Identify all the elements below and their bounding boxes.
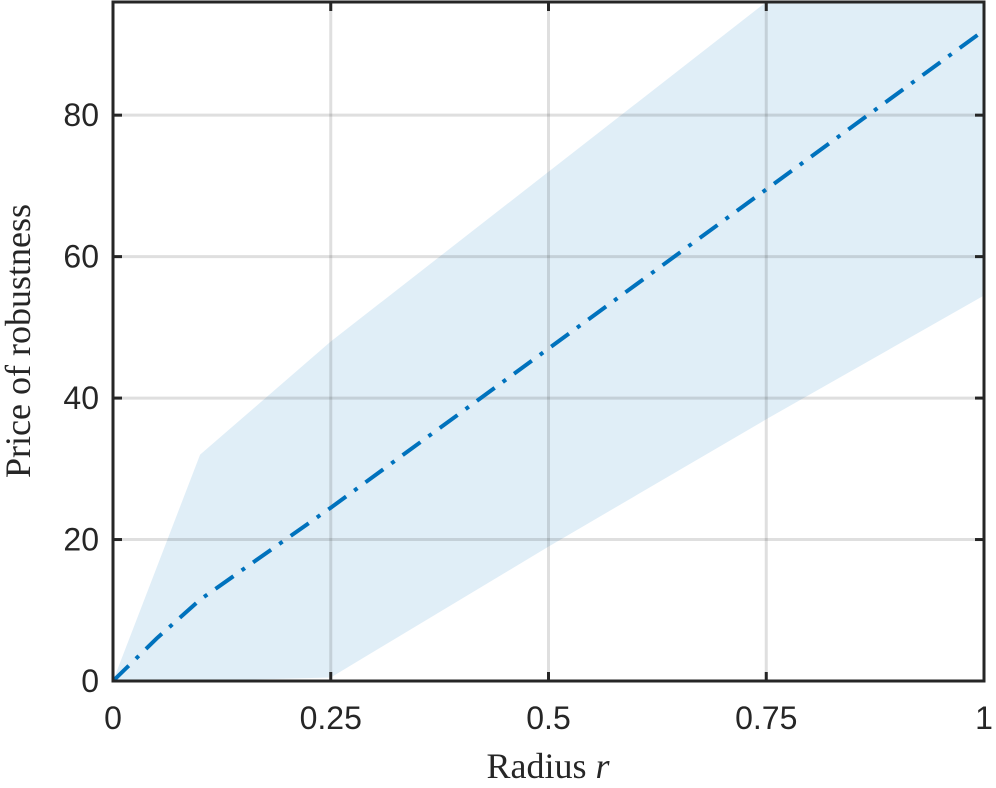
x-tick-label: 0.75 xyxy=(735,700,797,736)
x-tick-label: 0 xyxy=(104,700,122,736)
y-axis-title: Price of robustness xyxy=(0,204,38,478)
x-axis-symbol: r xyxy=(596,746,611,786)
confidence-band xyxy=(113,2,984,681)
plot-background xyxy=(113,2,984,681)
x-tick-label: 1 xyxy=(975,700,993,736)
series-line xyxy=(113,28,984,681)
y-tick-label: 0 xyxy=(81,663,99,699)
y-tick-label: 40 xyxy=(63,380,99,416)
x-tick-label: 0.25 xyxy=(300,700,362,736)
x-axis-title-text: Radius xyxy=(486,746,586,786)
y-tick-label: 60 xyxy=(63,239,99,275)
y-tick-label: 80 xyxy=(63,97,99,133)
x-tick-label: 0.5 xyxy=(526,700,570,736)
y-tick-label: 20 xyxy=(63,522,99,558)
x-axis-title: Radius r xyxy=(486,746,610,786)
